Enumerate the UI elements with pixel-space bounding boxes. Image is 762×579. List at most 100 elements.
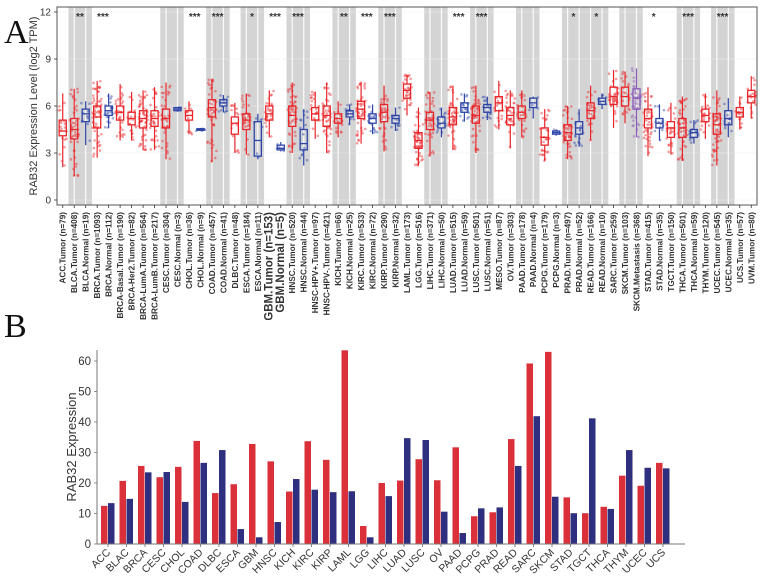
data-point: [678, 108, 682, 112]
data-point: [585, 95, 589, 99]
significance-marker: ***: [682, 12, 694, 23]
data-point: [336, 120, 339, 123]
data-point: [168, 84, 172, 88]
x-tick-label: SKCM: [527, 547, 557, 577]
data-point: [448, 86, 452, 89]
data-point: [632, 135, 636, 138]
data-point: [207, 78, 211, 82]
data-point: [519, 113, 523, 117]
data-point: [645, 137, 649, 141]
data-point: [523, 98, 527, 102]
data-point: [435, 130, 439, 134]
data-point: [316, 134, 319, 138]
data-point: [682, 144, 686, 148]
data-point: [719, 139, 723, 142]
data-point: [614, 92, 618, 95]
box: [483, 103, 492, 113]
x-tick-label: OV: [427, 547, 446, 566]
data-point: [613, 96, 616, 100]
data-point: [476, 147, 479, 151]
data-point: [495, 104, 499, 107]
data-point: [621, 72, 624, 76]
data-point: [74, 165, 78, 168]
data-point: [472, 106, 476, 110]
data-point: [632, 79, 636, 83]
data-point: [152, 119, 155, 123]
data-point: [335, 131, 338, 134]
data-point: [511, 94, 514, 97]
bar-red-series: [101, 505, 108, 544]
bar-blue-series: [644, 467, 651, 544]
data-point: [509, 119, 513, 123]
x-tick-label: HNSC: [250, 546, 280, 576]
data-point: [505, 96, 508, 100]
box: [632, 88, 641, 110]
bar-red-series: [212, 493, 219, 544]
x-tick-label: TGCT.Tumor (n=150): [667, 212, 676, 292]
data-point: [211, 143, 215, 147]
data-point: [452, 144, 456, 147]
data-point: [403, 78, 407, 81]
data-point: [293, 142, 297, 145]
data-point: [384, 145, 387, 149]
data-point: [483, 99, 486, 102]
data-point: [141, 112, 145, 115]
data-point: [472, 90, 476, 93]
data-point: [145, 128, 148, 132]
data-point: [409, 77, 412, 81]
data-point: [63, 138, 67, 141]
data-point: [415, 110, 419, 114]
data-point: [512, 101, 516, 105]
data-point: [477, 99, 481, 103]
data-point: [540, 111, 543, 115]
data-point: [230, 104, 234, 107]
data-point: [566, 128, 570, 131]
data-point: [160, 91, 164, 95]
bar-red-series: [452, 447, 459, 544]
bar-blue-series: [422, 439, 429, 544]
data-point: [326, 150, 330, 154]
x-tick-label: KICH: [272, 547, 298, 573]
data-point: [237, 151, 241, 154]
data-point: [76, 174, 80, 178]
data-point: [98, 149, 102, 152]
y-tick-label: 20: [78, 478, 91, 490]
data-point: [359, 102, 362, 106]
box: [265, 105, 274, 121]
data-point: [152, 120, 156, 124]
data-point: [269, 108, 273, 112]
data-point: [138, 99, 142, 103]
data-point: [186, 116, 190, 120]
data-point: [312, 93, 315, 97]
data-point: [552, 128, 556, 131]
data-point: [589, 106, 592, 109]
data-point: [299, 126, 302, 130]
data-point: [702, 130, 706, 134]
data-point: [105, 112, 109, 115]
data-point: [475, 116, 479, 119]
data-point: [145, 93, 149, 97]
data-point: [131, 138, 135, 142]
box: [448, 106, 458, 126]
data-point: [505, 93, 509, 97]
data-point: [403, 107, 407, 111]
data-point: [700, 124, 704, 127]
box: [609, 86, 618, 106]
data-point: [637, 135, 640, 139]
data-point: [99, 79, 102, 83]
axes: 0 10 20 30 40 50 60: [78, 350, 685, 551]
data-point: [305, 158, 309, 162]
data-point: [452, 119, 456, 122]
data-point: [314, 107, 318, 111]
data-point: [452, 118, 455, 122]
data-point: [100, 97, 103, 101]
data-point: [426, 133, 430, 136]
data-point: [120, 96, 123, 99]
data-point: [99, 99, 102, 103]
data-point: [299, 118, 302, 122]
data-point: [405, 90, 409, 94]
data-point: [700, 105, 704, 109]
bar-red-series: [489, 512, 496, 544]
data-point: [305, 110, 309, 113]
data-point: [593, 90, 597, 94]
